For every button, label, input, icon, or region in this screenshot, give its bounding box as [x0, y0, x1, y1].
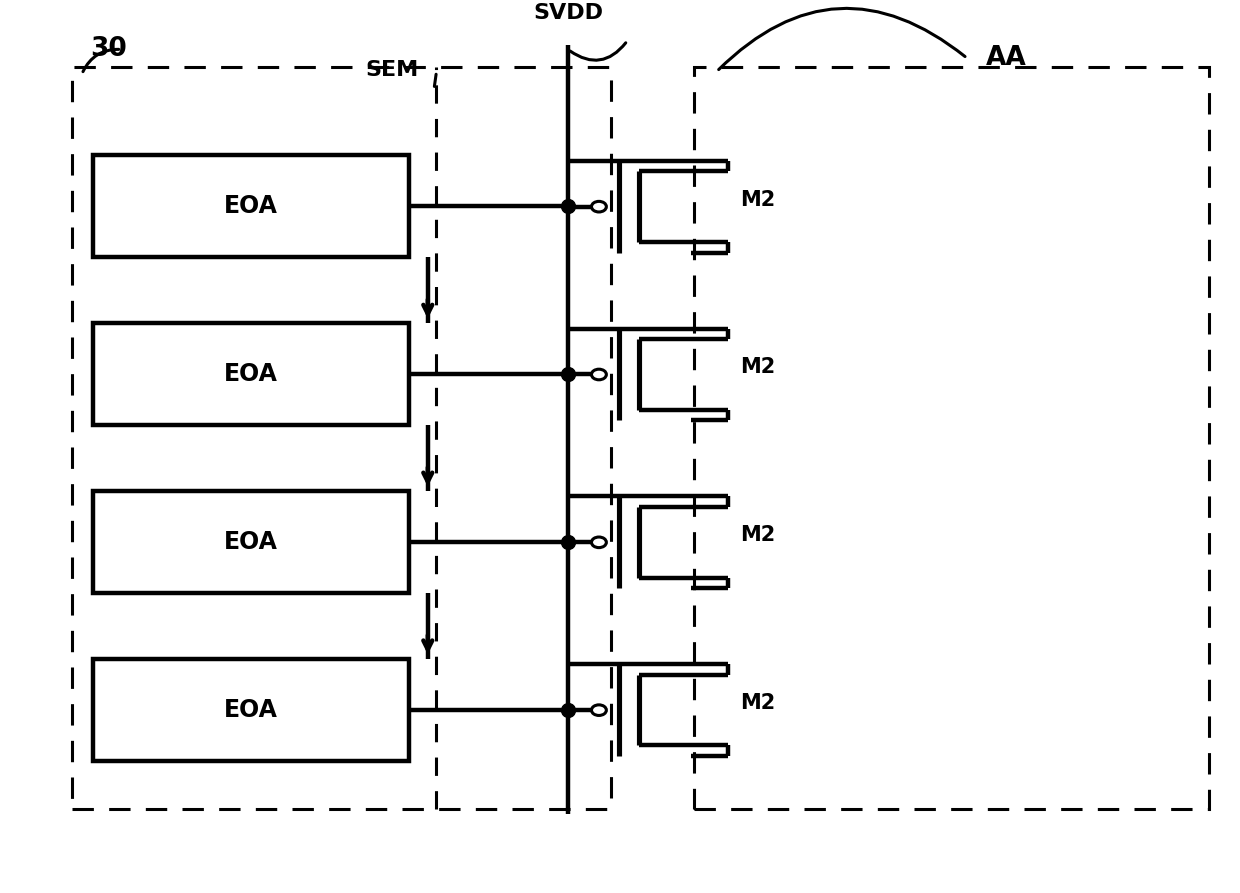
Bar	[694, 67, 1209, 809]
Circle shape	[591, 201, 606, 212]
Text: M2: M2	[740, 525, 775, 546]
Bar	[93, 659, 409, 761]
Circle shape	[591, 369, 606, 380]
Bar	[93, 155, 409, 257]
Text: SEM: SEM	[366, 61, 419, 80]
Text: M2: M2	[740, 693, 775, 714]
Bar	[72, 67, 611, 809]
Text: M2: M2	[740, 357, 775, 378]
Text: AA: AA	[986, 45, 1027, 71]
Bar	[93, 323, 409, 425]
Circle shape	[591, 705, 606, 715]
Text: EOA: EOA	[224, 194, 278, 218]
Text: EOA: EOA	[224, 362, 278, 386]
Circle shape	[591, 537, 606, 547]
Text: 30: 30	[91, 37, 128, 63]
Text: EOA: EOA	[224, 697, 278, 722]
Text: EOA: EOA	[224, 530, 278, 554]
Text: M2: M2	[740, 189, 775, 210]
Bar	[93, 491, 409, 593]
Text: SVDD: SVDD	[533, 3, 603, 23]
